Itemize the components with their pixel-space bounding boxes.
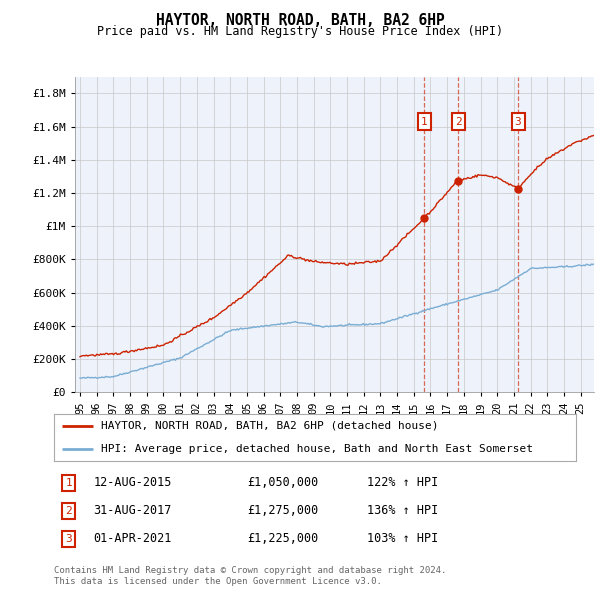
Text: 01-APR-2021: 01-APR-2021 xyxy=(93,532,172,545)
Text: HAYTOR, NORTH ROAD, BATH, BA2 6HP: HAYTOR, NORTH ROAD, BATH, BA2 6HP xyxy=(155,13,445,28)
Text: 12-AUG-2015: 12-AUG-2015 xyxy=(93,477,172,490)
Text: £1,050,000: £1,050,000 xyxy=(247,477,319,490)
Text: HAYTOR, NORTH ROAD, BATH, BA2 6HP (detached house): HAYTOR, NORTH ROAD, BATH, BA2 6HP (detac… xyxy=(101,421,439,431)
Text: This data is licensed under the Open Government Licence v3.0.: This data is licensed under the Open Gov… xyxy=(54,577,382,586)
Text: 2: 2 xyxy=(455,117,461,127)
Text: 31-AUG-2017: 31-AUG-2017 xyxy=(93,504,172,517)
Text: 1: 1 xyxy=(421,117,427,127)
Text: 1: 1 xyxy=(65,478,72,488)
Text: £1,225,000: £1,225,000 xyxy=(247,532,319,545)
Text: 122% ↑ HPI: 122% ↑ HPI xyxy=(367,477,439,490)
Text: £1,275,000: £1,275,000 xyxy=(247,504,319,517)
Text: 3: 3 xyxy=(65,534,72,544)
Text: Contains HM Land Registry data © Crown copyright and database right 2024.: Contains HM Land Registry data © Crown c… xyxy=(54,566,446,575)
Text: 103% ↑ HPI: 103% ↑ HPI xyxy=(367,532,439,545)
Text: 3: 3 xyxy=(515,117,521,127)
Text: 2: 2 xyxy=(65,506,72,516)
Text: HPI: Average price, detached house, Bath and North East Somerset: HPI: Average price, detached house, Bath… xyxy=(101,444,533,454)
Text: Price paid vs. HM Land Registry's House Price Index (HPI): Price paid vs. HM Land Registry's House … xyxy=(97,25,503,38)
Text: 136% ↑ HPI: 136% ↑ HPI xyxy=(367,504,439,517)
